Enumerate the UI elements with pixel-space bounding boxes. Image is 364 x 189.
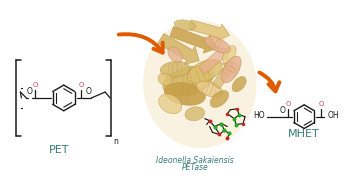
Text: MHET: MHET [288,129,320,139]
Polygon shape [198,47,228,74]
Text: OH: OH [328,111,340,120]
Text: O: O [26,88,32,96]
Ellipse shape [163,66,213,96]
Polygon shape [188,20,230,41]
Text: O: O [32,82,38,88]
Text: O: O [280,106,286,115]
Text: Ideonella Sakaiensis: Ideonella Sakaiensis [156,156,234,164]
Ellipse shape [143,20,257,148]
Ellipse shape [174,20,196,30]
Ellipse shape [165,83,205,105]
Polygon shape [212,62,235,89]
Ellipse shape [158,73,173,85]
Ellipse shape [221,56,241,83]
Text: PET: PET [48,145,69,155]
Text: PETase: PETase [181,163,208,172]
Ellipse shape [185,107,205,121]
Text: O: O [286,101,291,107]
Ellipse shape [222,46,236,64]
Ellipse shape [232,77,246,92]
Ellipse shape [210,90,229,108]
FancyArrowPatch shape [119,34,163,53]
FancyArrowPatch shape [260,73,280,91]
Ellipse shape [159,94,182,114]
Polygon shape [158,33,199,64]
Ellipse shape [161,61,190,77]
Text: HO: HO [253,111,265,120]
Ellipse shape [205,36,230,53]
Text: O: O [79,82,84,88]
Text: n: n [113,137,118,146]
Ellipse shape [168,47,182,62]
Text: O: O [318,101,324,107]
Ellipse shape [187,59,222,83]
Polygon shape [170,26,218,53]
Ellipse shape [197,81,223,97]
Text: O: O [86,88,91,96]
